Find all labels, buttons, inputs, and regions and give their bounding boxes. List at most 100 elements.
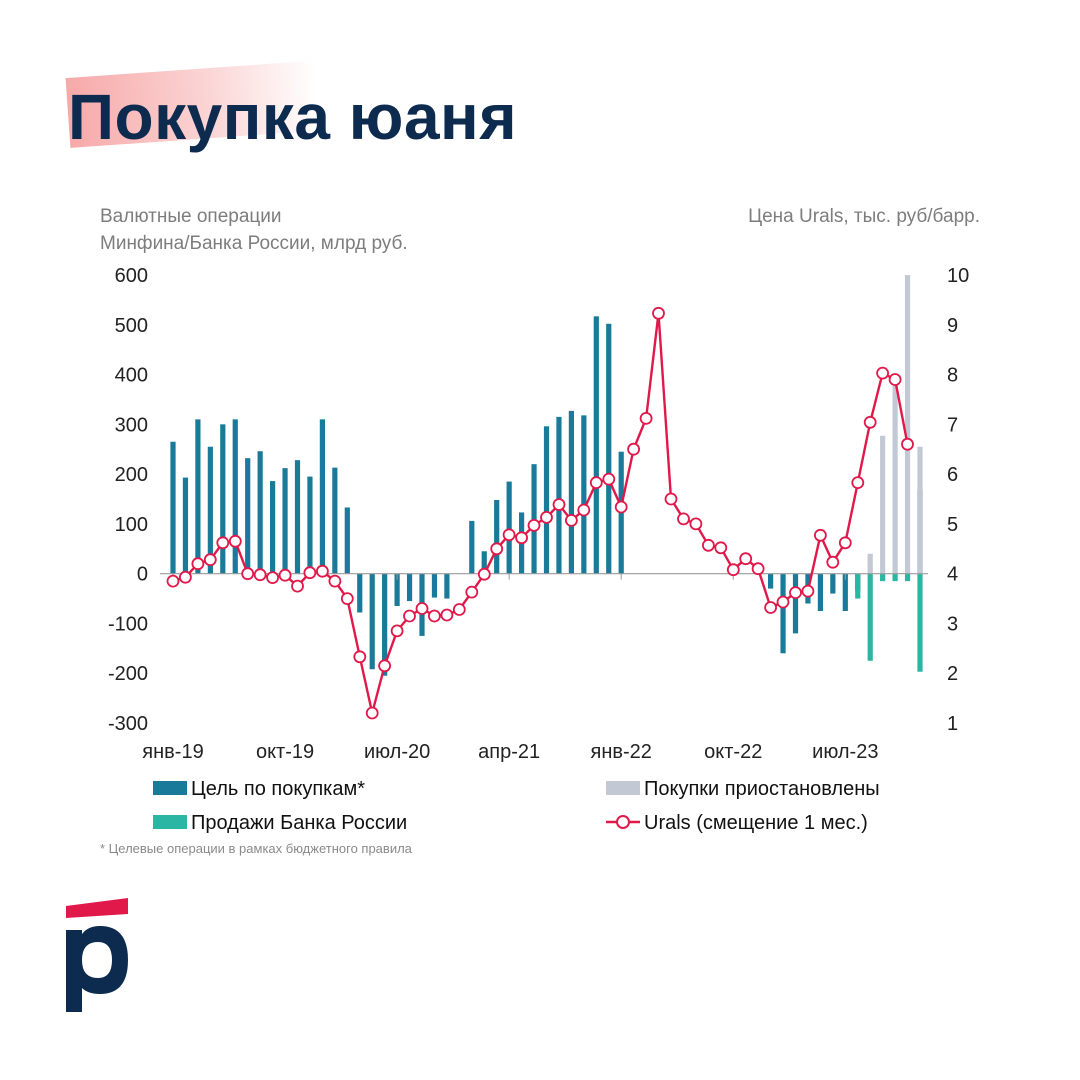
urals-point [838, 536, 852, 550]
urals-point [203, 553, 217, 567]
urals-point [627, 442, 640, 456]
bar [282, 468, 288, 574]
urals-point [241, 567, 255, 581]
y-right-tick-label: 5 [947, 514, 958, 536]
legend-swatch [153, 781, 187, 795]
bar [307, 476, 313, 574]
bar [232, 419, 238, 574]
bar [406, 573, 413, 602]
urals-point [465, 585, 479, 599]
bar [357, 573, 363, 613]
bar [319, 419, 325, 574]
bar [842, 573, 848, 611]
bar [245, 458, 251, 574]
urals-point [726, 563, 740, 577]
urals-point [515, 531, 528, 545]
bar [792, 573, 799, 634]
bar [270, 481, 276, 574]
urals-point [178, 570, 192, 584]
bar [880, 573, 886, 582]
title-block: Покупка юаня [0, 60, 700, 180]
urals-point [502, 528, 516, 542]
bar [892, 379, 898, 574]
urals-point [826, 555, 840, 569]
bar [593, 316, 599, 574]
legend-label: Продажи Банка России [191, 812, 407, 834]
urals-point [303, 566, 317, 580]
urals-point [540, 511, 553, 524]
urals-point [216, 536, 230, 550]
urals-point [565, 514, 578, 527]
urals-point [751, 562, 765, 576]
y-right-tick-label: 2 [947, 663, 958, 685]
urals-point [353, 650, 367, 664]
urals-point [390, 624, 404, 638]
left-axis-title: Минфина/Банка России, млрд руб. [100, 233, 408, 254]
urals-point [764, 601, 777, 614]
urals-point [851, 476, 865, 490]
x-tick-label: июл-20 [364, 741, 430, 763]
urals-point [876, 366, 889, 380]
bar [494, 500, 500, 574]
urals-point [315, 564, 329, 578]
y-left-tick-label: 500 [115, 315, 148, 337]
urals-point [702, 538, 715, 552]
bar [780, 573, 786, 654]
urals-point [552, 498, 566, 511]
bar [917, 446, 923, 574]
y-left-tick-label: 400 [115, 365, 148, 387]
urals-point [266, 571, 280, 584]
footnote: * Целевые операции в рамках бюджетного п… [100, 841, 413, 856]
right-axis-title: Цена Urals, тыс. руб/барр. [748, 206, 980, 227]
urals-point [228, 534, 242, 548]
y-left-tick-label: 100 [115, 514, 148, 536]
urals-point [677, 512, 690, 526]
bar [855, 573, 861, 599]
urals-point [714, 541, 728, 555]
bar [543, 426, 550, 574]
y-right-tick-label: 9 [947, 315, 958, 337]
brand-logo-icon [66, 898, 128, 1012]
bar [394, 573, 400, 607]
bar [195, 419, 201, 574]
y-left-tick-label: 200 [115, 464, 148, 486]
legend-label: Цель по покупкам* [191, 778, 365, 800]
legend-swatch-marker [616, 815, 630, 829]
x-tick-label: июл-23 [812, 741, 878, 763]
x-tick-label: апр-21 [478, 741, 540, 763]
urals-point [739, 552, 753, 566]
y-left-tick-label: 600 [115, 265, 148, 287]
y-right-tick-label: 7 [947, 414, 958, 436]
urals-point [801, 584, 815, 598]
urals-point [291, 579, 304, 593]
urals-point [602, 472, 616, 486]
y-left-tick-label: 0 [137, 564, 148, 586]
urals-point [639, 411, 653, 425]
bar [556, 416, 562, 574]
urals-point [776, 595, 790, 609]
urals-point [191, 557, 205, 571]
left-axis-title: Валютные операции [100, 206, 282, 227]
urals-point [789, 586, 802, 599]
bar [431, 573, 438, 598]
bar [506, 481, 512, 574]
urals-point [253, 568, 267, 582]
legend-swatch [153, 815, 187, 829]
urals-point [577, 503, 591, 517]
urals-point [652, 306, 665, 320]
x-tick-label: окт-19 [256, 741, 314, 763]
urals-point [527, 519, 541, 532]
bar [444, 573, 450, 599]
bar [768, 573, 774, 589]
bar [207, 446, 213, 574]
urals-point [452, 603, 466, 616]
y-right-tick-label: 8 [947, 365, 958, 387]
page-title: Покупка юаня [68, 81, 518, 153]
bar [469, 520, 475, 574]
urals-point [589, 476, 603, 490]
bar [182, 477, 189, 574]
bar [917, 573, 923, 672]
y-right-tick-label: 6 [947, 464, 958, 486]
x-tick-label: янв-19 [142, 741, 203, 763]
